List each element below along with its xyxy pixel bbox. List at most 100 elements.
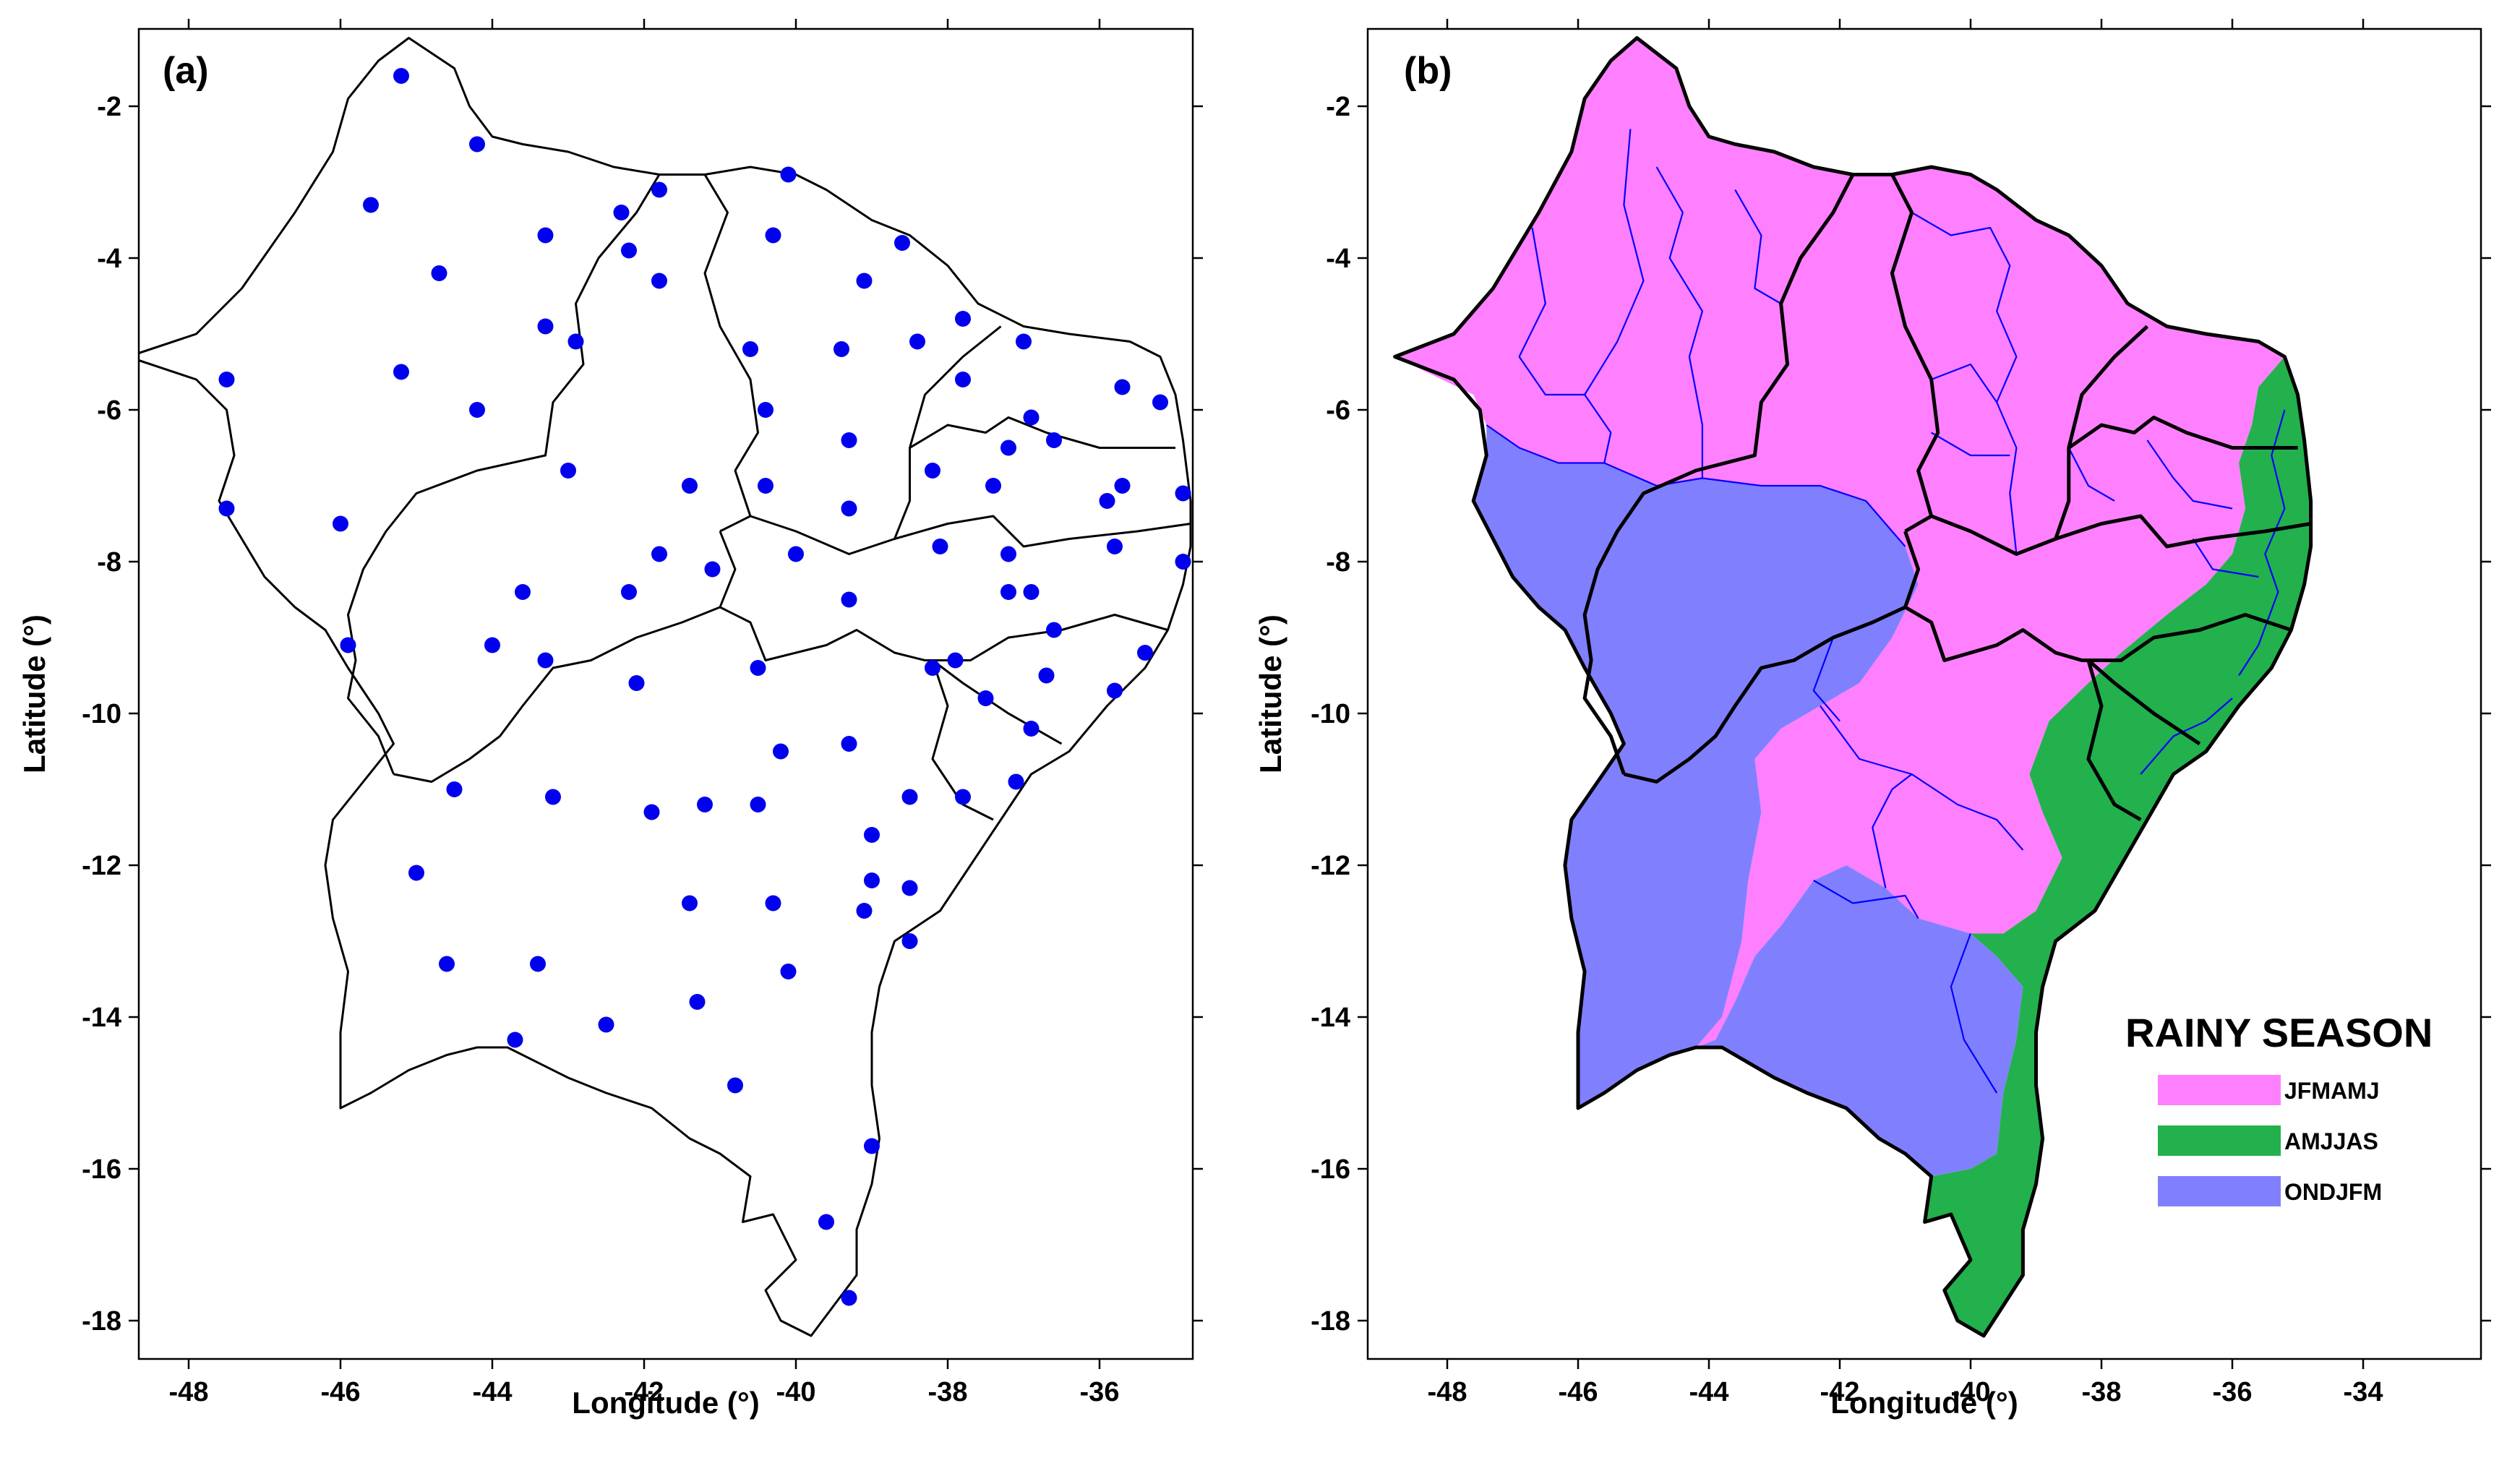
x-tick-label: -38 xyxy=(928,1377,968,1407)
station-point xyxy=(515,584,531,600)
station-point xyxy=(780,166,797,183)
state-boundary xyxy=(347,173,661,775)
station-point xyxy=(864,827,880,843)
state-boundary xyxy=(1582,173,1855,775)
sub-region-boundary xyxy=(2238,409,2286,677)
station-point xyxy=(567,333,584,350)
sub-region-boundary xyxy=(1872,773,1913,888)
y-tick-label: -4 xyxy=(1326,244,1350,274)
panel-b-xlabel: Longitude (°) xyxy=(1830,1386,2018,1420)
station-point xyxy=(765,227,781,244)
state-boundary xyxy=(750,325,1002,555)
legend-swatch-amjjas xyxy=(2158,1125,2281,1156)
station-point xyxy=(469,402,485,418)
sub-region-boundary xyxy=(1911,212,2018,554)
y-tick-label: -16 xyxy=(1311,1154,1350,1185)
y-tick-label: -12 xyxy=(82,851,121,881)
station-point xyxy=(758,478,773,494)
northeast-brazil-outline-a xyxy=(139,37,1192,1337)
x-tick-label: -42 xyxy=(625,1377,664,1407)
state-boundary xyxy=(2087,659,2201,746)
x-tick-label: -42 xyxy=(1820,1377,1860,1407)
y-tick-label: -8 xyxy=(1326,547,1350,578)
sub-region-boundary xyxy=(1813,880,1919,919)
x-tick-label: -44 xyxy=(473,1377,513,1407)
station-point xyxy=(545,789,561,805)
panel-a-axis-ticks: -48 -46 -44 -42 -40 -38 -36 -2 -4 -6 -8 -10 -12 -14 -1… xyxy=(82,19,1203,1407)
y-tick-label: -2 xyxy=(1326,92,1350,122)
sub-region-boundary xyxy=(1584,129,1645,395)
station-point xyxy=(955,372,971,387)
station-point xyxy=(218,372,235,387)
station-point xyxy=(901,933,918,949)
station-point xyxy=(901,880,918,896)
station-point xyxy=(1107,539,1123,554)
station-point xyxy=(841,591,857,608)
station-point xyxy=(856,273,873,289)
station-point xyxy=(408,865,424,881)
station-point xyxy=(1175,554,1191,570)
station-point xyxy=(621,242,637,259)
station-point xyxy=(818,1214,834,1230)
state-boundary xyxy=(719,606,1168,661)
y-tick-label: -6 xyxy=(1326,395,1350,426)
sub-region-boundary xyxy=(1820,705,2024,851)
station-point xyxy=(1114,379,1131,395)
region-amjjas xyxy=(1924,356,2311,1336)
station-point xyxy=(932,539,948,554)
state-boundary xyxy=(1904,605,2292,662)
state-boundary xyxy=(1623,531,1921,784)
station-point xyxy=(1107,682,1123,699)
legend-title: RAINY SEASON xyxy=(2125,1010,2433,1055)
station-point xyxy=(439,956,455,972)
panel-a-frame xyxy=(137,27,1194,1360)
y-tick-label: -14 xyxy=(1311,1003,1350,1033)
y-tick-label: -14 xyxy=(82,1003,121,1033)
station-point xyxy=(537,318,554,335)
station-point xyxy=(773,743,789,760)
station-point xyxy=(765,895,781,912)
station-point xyxy=(788,546,804,562)
sub-region-boundary xyxy=(2067,447,2115,502)
state-boundary xyxy=(931,660,994,821)
station-point xyxy=(1099,493,1115,509)
station-point xyxy=(977,690,994,706)
state-boundaries-b xyxy=(1582,173,2312,822)
panel-a-station-map: -48 -46 -44 -42 -40 -38 -36 -2 -4 -6 -8 -10 -12 -14 -1… xyxy=(17,19,1203,1420)
station-point xyxy=(1152,394,1168,411)
x-tick-label: -44 xyxy=(1689,1377,1729,1407)
panel-b-frame xyxy=(1366,27,2482,1360)
state-boundary xyxy=(1930,325,2149,556)
station-point xyxy=(841,432,857,448)
sub-region-boundary xyxy=(1518,227,1612,463)
station-point xyxy=(1000,439,1016,456)
panel-a-xlabel: Longitude (°) xyxy=(572,1386,759,1420)
station-point xyxy=(621,584,637,600)
station-point xyxy=(393,364,409,380)
station-point xyxy=(955,311,971,327)
station-point xyxy=(628,675,645,691)
y-tick-label: -18 xyxy=(1311,1306,1350,1337)
station-point xyxy=(727,1077,743,1094)
x-tick-label: -40 xyxy=(776,1377,816,1407)
station-point xyxy=(841,500,857,517)
x-tick-label: -48 xyxy=(1428,1377,1467,1407)
station-point xyxy=(1046,622,1062,638)
station-point xyxy=(742,341,758,357)
panel-b-ylabel: Latitude (°) xyxy=(1254,614,1287,773)
legend-label-amjjas: AMJJAS xyxy=(2284,1128,2378,1154)
station-point xyxy=(446,781,463,797)
station-point xyxy=(833,341,849,357)
station-point xyxy=(682,478,698,494)
state-boundary xyxy=(2067,416,2298,450)
legend-swatch-jfmamj xyxy=(2158,1075,2281,1105)
sub-region-boundary xyxy=(1812,637,1840,722)
station-point xyxy=(697,797,713,812)
y-tick-label: -2 xyxy=(97,92,121,122)
panel-b-axis-ticks: -48 -46 -44 -42 -40 -38 -36 -34 -2 -4 -6 -8 -10 -12 -1… xyxy=(1311,19,2491,1407)
station-point xyxy=(1175,485,1191,502)
station-point xyxy=(1046,432,1062,448)
x-tick-label: -40 xyxy=(1951,1377,1991,1407)
station-point xyxy=(955,789,971,805)
